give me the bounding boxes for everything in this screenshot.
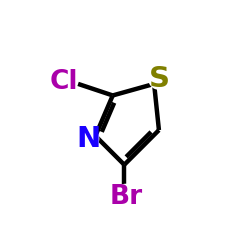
Text: Br: Br: [110, 184, 143, 210]
Circle shape: [79, 129, 99, 149]
Circle shape: [113, 184, 139, 210]
Text: Cl: Cl: [50, 69, 78, 95]
Circle shape: [50, 69, 77, 95]
Circle shape: [149, 69, 169, 89]
Text: S: S: [148, 65, 170, 93]
Text: N: N: [76, 125, 101, 153]
